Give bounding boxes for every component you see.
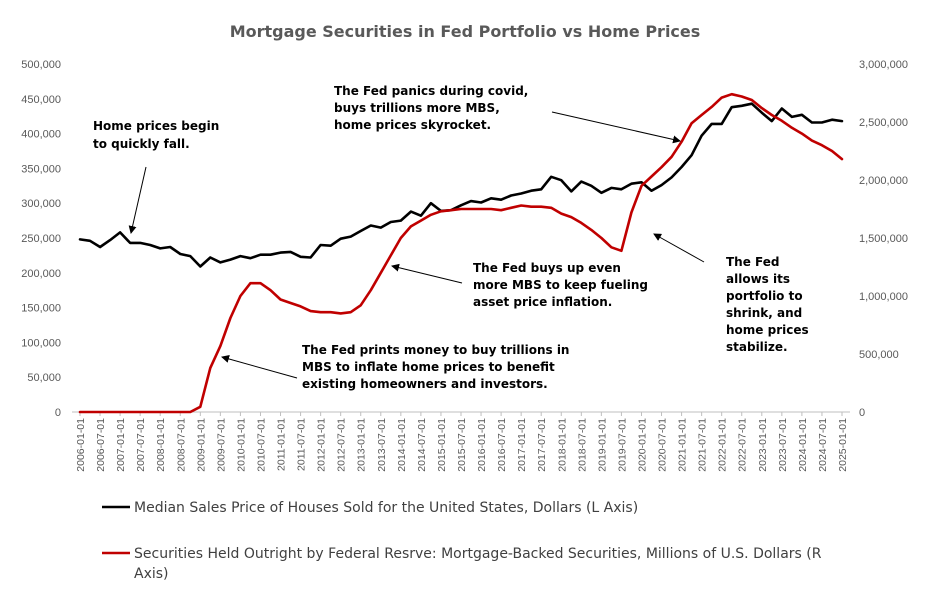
left-tick-label: 250,000 [21, 233, 61, 245]
x-tick-label: 2018-07-01 [576, 418, 588, 472]
legend-label-line: Median Sales Price of Houses Sold for th… [134, 500, 638, 516]
left-tick-label: 400,000 [21, 129, 61, 141]
x-tick-label: 2025-01-01 [837, 418, 849, 472]
left-tick-label: 450,000 [21, 94, 61, 106]
x-tick-label: 2022-07-01 [737, 418, 749, 472]
x-tick-label: 2014-07-01 [416, 418, 428, 472]
left-tick-label: 0 [55, 407, 61, 419]
x-tick-label: 2023-01-01 [757, 418, 769, 472]
series-lines [78, 92, 844, 414]
x-tick-label: 2011-01-01 [276, 418, 288, 471]
annotation-arrow-fed-covid [551, 111, 681, 144]
x-tick-label: 2007-07-01 [135, 418, 147, 472]
right-tick-label: 1,500,000 [859, 233, 908, 245]
legend-label-line: Axis) [134, 566, 169, 582]
x-tick-label: 2019-07-01 [616, 418, 628, 472]
annotation-fed-prints: The Fed prints money to buy trillions in… [302, 343, 569, 391]
x-tick-label: 2021-01-01 [677, 418, 689, 472]
left-tick-label: 150,000 [21, 303, 61, 315]
annotation-line: home prices [726, 323, 809, 337]
x-tick-label: 2018-01-01 [556, 418, 568, 472]
annotation-line: buys trillions more MBS, [334, 101, 500, 115]
annotation-arrow-fed-shrink [653, 233, 705, 263]
median-price-line [78, 102, 844, 268]
x-tick-label: 2019-01-01 [596, 418, 608, 472]
annotation-line: stabilize. [726, 340, 788, 354]
x-tick-label: 2017-07-01 [536, 418, 548, 472]
x-tick-label: 2007-01-01 [115, 418, 127, 472]
annotation-line: more MBS to keep fueling [473, 278, 648, 292]
annotation-arrow-fed-buys [391, 263, 463, 284]
annotation-arrow-home-fall [128, 166, 147, 234]
x-tick-label: 2006-07-01 [95, 418, 107, 472]
right-tick-label: 2,000,000 [859, 175, 908, 187]
legend-label-line: Securities Held Outright by Federal Resr… [134, 546, 822, 562]
x-tick-label: 2009-07-01 [215, 418, 227, 472]
x-tick-label: 2021-07-01 [697, 418, 709, 472]
x-tick-label: 2014-01-01 [396, 418, 408, 472]
left-tick-label: 50,000 [27, 372, 61, 384]
x-tick-label: 2008-07-01 [175, 418, 187, 472]
left-tick-label: 200,000 [21, 268, 61, 280]
annotation-line: The Fed panics during covid, [334, 84, 528, 98]
left-tick-label: 100,000 [21, 337, 61, 349]
x-tick-label: 2012-01-01 [316, 418, 328, 472]
x-tick-label: 2010-07-01 [255, 418, 267, 472]
annotation-line: The Fed buys up even [473, 261, 621, 275]
annotations: Home prices begin to quickly fall. The Fed… [93, 84, 809, 391]
x-tick-label: 2024-07-01 [817, 418, 829, 472]
left-tick-label: 500,000 [21, 59, 61, 71]
annotation-line: asset price inflation. [473, 295, 612, 309]
x-tick-label: 2015-01-01 [436, 418, 448, 472]
x-tick-label: 2020-07-01 [657, 418, 669, 472]
x-tick-label: 2006-01-01 [75, 418, 87, 472]
annotation-line: home prices skyrocket. [334, 118, 491, 132]
annotation-fed-covid: The Fed panics during covid, buys trillio… [334, 84, 528, 132]
annotation-line: The Fed prints money to buy trillions in [302, 343, 569, 357]
right-tick-label: 1,000,000 [859, 291, 908, 303]
annotation-line: Home prices begin [93, 119, 219, 133]
x-tick-label: 2022-01-01 [717, 418, 729, 472]
chart-title: Mortgage Securities in Fed Portfolio vs … [230, 22, 701, 41]
annotation-line: shrink, and [726, 306, 802, 320]
legend-label-2: Securities Held Outright by Federal Resr… [134, 546, 822, 582]
right-tick-label: 500,000 [859, 349, 899, 361]
annotation-home-fall: Home prices begin to quickly fall. [93, 119, 219, 151]
annotation-line: portfolio to [726, 289, 803, 303]
legend: Median Sales Price of Houses Sold for th… [102, 500, 822, 582]
x-tick-label: 2016-01-01 [476, 418, 488, 472]
right-tick-label: 2,500,000 [859, 117, 908, 129]
annotation-fed-shrink: The Fed allows its portfolio to shrink, and… [726, 255, 809, 354]
x-tick-label: 2020-01-01 [636, 418, 648, 472]
left-tick-label: 300,000 [21, 198, 61, 210]
x-tick-label: 2017-01-01 [516, 418, 528, 472]
annotation-line: to quickly fall. [93, 137, 190, 151]
annotation-line: allows its [726, 272, 790, 286]
x-tick-label: 2009-01-01 [195, 418, 207, 472]
x-tick-label: 2013-01-01 [356, 418, 368, 472]
annotation-fed-buys: The Fed buys up even more MBS to keep fue… [473, 261, 648, 309]
legend-label-1: Median Sales Price of Houses Sold for th… [134, 500, 638, 516]
x-tick-label: 2011-07-01 [296, 418, 308, 471]
x-tick-label: 2008-01-01 [155, 418, 167, 472]
x-tick-label: 2015-07-01 [456, 418, 468, 472]
x-tick-label: 2024-01-01 [797, 418, 809, 472]
x-tick-label: 2013-07-01 [376, 418, 388, 472]
x-tick-label: 2012-07-01 [336, 418, 348, 472]
annotation-line: The Fed [726, 255, 779, 269]
x-tick-label: 2016-07-01 [496, 418, 508, 472]
axes: 0 50,000 100,000 150,000 200,000 250,000 300,0… [21, 59, 908, 472]
right-tick-label: 0 [859, 407, 865, 419]
annotation-line: MBS to inflate home prices to benefit [302, 360, 555, 374]
mbs-holdings-line [78, 92, 844, 414]
x-tick-label: 2023-07-01 [777, 418, 789, 472]
left-tick-label: 350,000 [21, 163, 61, 175]
x-tick-label: 2010-01-01 [235, 418, 247, 472]
annotation-line: existing homeowners and investors. [302, 377, 548, 391]
right-tick-label: 3,000,000 [859, 59, 908, 71]
annotation-arrow-fed-prints [221, 355, 298, 379]
